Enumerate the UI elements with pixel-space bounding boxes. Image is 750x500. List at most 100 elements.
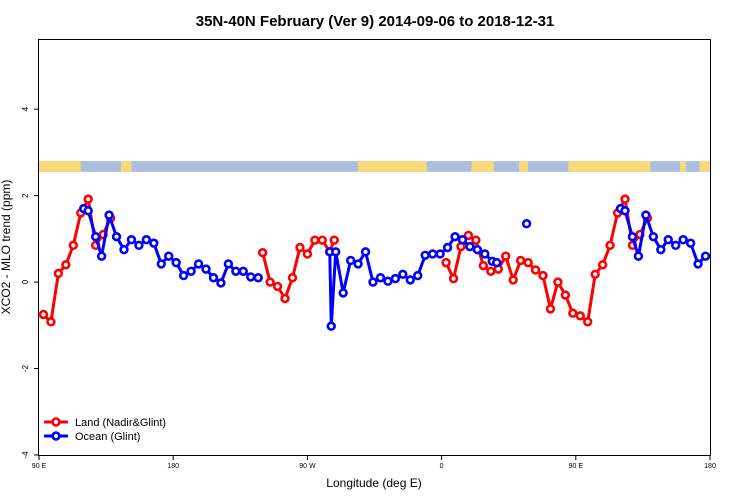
data-point	[605, 240, 615, 251]
data-point	[560, 290, 571, 300]
data-point	[463, 230, 474, 241]
data-point	[317, 235, 328, 245]
data-point	[360, 247, 371, 257]
x-tick-label: 180	[704, 463, 716, 470]
data-point	[104, 210, 114, 220]
data-point	[501, 251, 511, 261]
data-point	[231, 266, 241, 276]
data-point	[515, 255, 526, 266]
data-point	[53, 268, 64, 279]
data-point	[326, 321, 336, 331]
data-point	[398, 269, 408, 280]
data-point	[678, 235, 688, 245]
land-strip-segment	[568, 161, 651, 172]
data-point	[405, 275, 415, 285]
data-point	[575, 311, 585, 321]
data-point	[413, 270, 423, 281]
data-point	[272, 281, 283, 292]
land-strip-segment	[519, 161, 529, 172]
data-point	[486, 266, 496, 276]
data-point	[164, 251, 174, 261]
x-tick-label: 90 E	[32, 463, 47, 470]
data-point	[442, 242, 453, 253]
data-point	[427, 249, 438, 259]
y-tick-label: 0	[21, 279, 30, 284]
data-point	[671, 240, 681, 251]
data-point	[246, 272, 256, 282]
data-point	[620, 206, 630, 216]
data-point	[338, 288, 348, 298]
legend: Land (Nadir&Glint) Ocean (Glint)	[44, 417, 166, 443]
data-point	[38, 309, 49, 320]
data-point	[693, 259, 703, 269]
data-point	[310, 235, 320, 245]
data-point	[156, 259, 166, 269]
data-point	[450, 231, 460, 242]
data-point	[700, 251, 711, 261]
data-point	[545, 304, 556, 314]
data-point	[523, 257, 533, 268]
data-point	[627, 231, 638, 242]
legend-marker	[51, 431, 61, 441]
data-point	[648, 231, 659, 242]
data-point	[46, 317, 56, 327]
data-point	[521, 219, 532, 229]
data-point	[435, 249, 445, 259]
data-point	[641, 210, 651, 220]
data-point	[331, 247, 341, 257]
series-layer	[38, 194, 711, 331]
data-point	[96, 251, 107, 261]
data-point	[375, 273, 386, 283]
data-point	[111, 231, 122, 242]
y-tick-label: 2	[21, 193, 30, 198]
plot-frame	[38, 39, 711, 456]
data-point	[420, 250, 430, 260]
data-point	[257, 247, 268, 258]
data-point	[223, 259, 234, 269]
y-axis-label: XCO2 - MLO trend (ppm)	[0, 180, 13, 315]
data-point	[83, 206, 93, 216]
data-point	[141, 235, 152, 245]
series-land	[38, 194, 653, 327]
x-axis-label: Longitude (deg E)	[326, 476, 421, 490]
data-point	[134, 240, 144, 251]
data-point	[302, 249, 313, 259]
x-axis: 90 E 180 90 W 0 90 E 180	[32, 455, 716, 470]
data-point	[280, 293, 290, 304]
land-strip-segment	[471, 161, 494, 172]
data-point	[583, 317, 593, 327]
data-point	[590, 269, 600, 280]
data-point	[597, 260, 608, 270]
data-point	[685, 238, 696, 248]
x-tick-label: 180	[167, 463, 179, 470]
data-point	[620, 194, 630, 204]
land-strip-segment	[39, 161, 81, 172]
data-point	[68, 240, 78, 251]
data-point	[553, 277, 563, 287]
data-point	[345, 255, 356, 266]
x-tick-label: 0	[440, 463, 444, 470]
data-point	[441, 257, 451, 268]
data-point	[119, 244, 129, 255]
data-point	[465, 241, 475, 252]
data-point	[471, 235, 481, 245]
legend-marker	[51, 417, 61, 427]
data-point	[287, 273, 298, 283]
data-point	[253, 273, 263, 283]
data-point	[238, 266, 248, 276]
data-point	[186, 266, 196, 276]
data-point	[201, 264, 211, 274]
land-ocean-strip	[39, 161, 710, 172]
data-point	[216, 278, 226, 288]
data-point	[478, 260, 489, 271]
data-point	[329, 235, 339, 245]
data-point	[149, 238, 159, 248]
y-axis: -4 -2 0 2 4	[21, 106, 39, 459]
data-point	[538, 270, 548, 281]
data-point	[126, 235, 137, 245]
data-point	[633, 251, 644, 261]
data-point	[193, 259, 204, 269]
data-point	[492, 257, 502, 268]
data-point	[265, 277, 275, 287]
data-point	[457, 235, 468, 245]
